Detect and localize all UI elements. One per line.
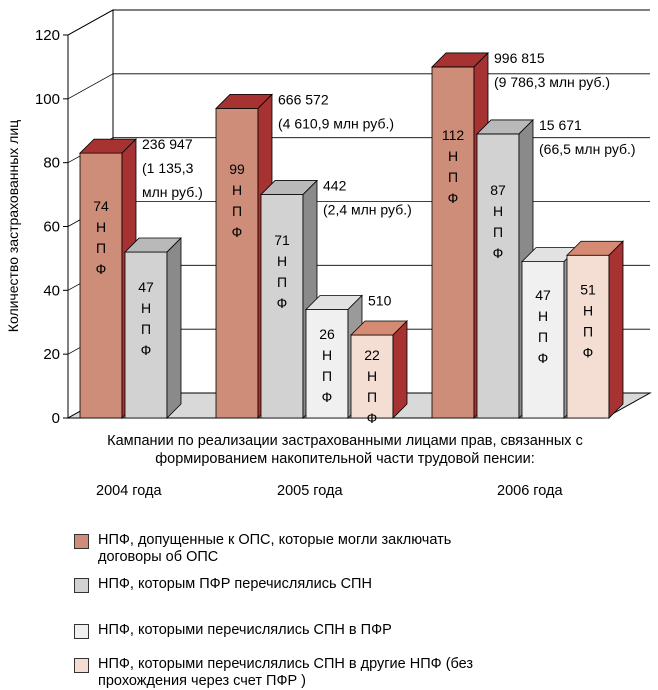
bar-side bbox=[166, 237, 182, 419]
bar-inner-label: Ф bbox=[583, 345, 594, 361]
bar-inner-label: Н bbox=[538, 308, 548, 324]
bar-inner-label: Ф bbox=[448, 190, 459, 206]
group-label-2004: 2004 года bbox=[96, 483, 162, 499]
bar-annotation: 15 671 bbox=[539, 117, 582, 133]
y-tick-label: 120 bbox=[35, 27, 60, 44]
bar-inner-label: 47 bbox=[535, 287, 551, 303]
bar-side bbox=[392, 320, 408, 419]
bar-inner-label: Н bbox=[448, 148, 458, 164]
bar-inner-label: 74 bbox=[93, 198, 109, 214]
legend-swatch-received bbox=[74, 578, 89, 593]
bar-annotation: (2,4 млн руб.) bbox=[323, 202, 412, 218]
bar-inner-label: Ф bbox=[232, 224, 243, 240]
bar-inner-label: Н bbox=[232, 182, 242, 198]
bar-inner-label: Ф bbox=[141, 342, 152, 358]
bar-inner-label: П bbox=[232, 203, 242, 219]
bar-inner-label: 112 bbox=[442, 127, 465, 143]
y-tick-label: 20 bbox=[43, 346, 60, 363]
bar-inner-label: П bbox=[277, 274, 287, 290]
bar-inner-label: Н bbox=[322, 347, 332, 363]
bar-inner-label: 99 bbox=[229, 161, 245, 177]
bar-annotation: (4 610,9 млн руб.) bbox=[278, 115, 394, 131]
gridline-slant bbox=[67, 73, 114, 100]
bar-inner-label: 87 bbox=[490, 182, 506, 198]
bar-annotation: (66,5 млн руб.) bbox=[539, 141, 636, 157]
bar-inner-label: Ф bbox=[493, 245, 504, 261]
bar-inner-label: П bbox=[493, 224, 503, 240]
bar bbox=[260, 194, 304, 419]
legend-swatch-admitted bbox=[74, 534, 89, 549]
bar-inner-label: 51 bbox=[580, 282, 596, 298]
bar-annotation: 996 815 bbox=[494, 50, 545, 66]
bar-inner-label: Н bbox=[583, 303, 593, 319]
bar bbox=[215, 108, 259, 419]
bar-inner-label: Ф bbox=[538, 350, 549, 366]
bar-inner-label: П bbox=[538, 329, 548, 345]
y-axis-label: Количество застрахованных лиц bbox=[5, 120, 21, 332]
y-tick-label: 100 bbox=[35, 91, 60, 108]
legend-label-admitted: НПФ, допущенные к ОПС, которые могли зак… bbox=[98, 532, 452, 565]
y-tick-label: 40 bbox=[43, 282, 60, 299]
bar-inner-label: П bbox=[322, 368, 332, 384]
bar-annotation: 666 572 bbox=[278, 91, 329, 107]
bar-side bbox=[608, 240, 624, 419]
bar bbox=[431, 66, 475, 419]
bar-annotation: (1 135,3 bbox=[142, 160, 194, 176]
group-label-2006: 2006 года bbox=[497, 483, 563, 499]
bar-annotation: млн руб.) bbox=[142, 184, 203, 200]
bar-inner-label: Ф bbox=[322, 389, 333, 405]
bar-inner-label: Ф bbox=[277, 295, 288, 311]
chart: 0 20 40 60 80 100 120 Количество застрахованных… bbox=[5, 9, 652, 427]
bar bbox=[124, 251, 168, 419]
legend-swatch-to-pfr bbox=[74, 624, 89, 639]
y-tick-label: 60 bbox=[43, 219, 60, 236]
group-label-2005: 2005 года bbox=[277, 483, 343, 499]
bar bbox=[79, 152, 123, 419]
bar bbox=[521, 261, 565, 419]
bar-inner-label: П bbox=[367, 389, 377, 405]
bar-inner-label: 26 bbox=[319, 326, 335, 342]
bar-inner-label: Н bbox=[277, 253, 287, 269]
bar-inner-label: Н bbox=[493, 203, 503, 219]
bar-inner-label: 47 bbox=[138, 279, 154, 295]
bar-inner-label: Ф bbox=[367, 410, 378, 426]
bar-inner-label: Ф bbox=[96, 261, 107, 277]
gridline-slant bbox=[67, 9, 114, 36]
bar-inner-label: 71 bbox=[274, 232, 290, 248]
x-axis-caption: Кампании по реализации застрахованными л… bbox=[107, 433, 583, 467]
bar-inner-label: Н bbox=[141, 300, 151, 316]
legend-swatch-to-npf bbox=[74, 658, 89, 673]
bar-inner-label: П bbox=[141, 321, 151, 337]
y-tick-label: 0 bbox=[52, 410, 60, 427]
bar-annotation: 442 bbox=[323, 178, 347, 194]
bar-inner-label: Н bbox=[96, 219, 106, 235]
bar-inner-label: П bbox=[96, 240, 106, 256]
bar-annotation: 510 bbox=[368, 292, 392, 308]
legend-label-to-npf: НПФ, которыми перечислялись СПН в другие… bbox=[98, 656, 474, 689]
bar-annotation: 236 947 bbox=[142, 136, 193, 152]
bar-inner-label: П bbox=[583, 324, 593, 340]
bar-inner-label: Н bbox=[367, 368, 377, 384]
y-tick-label: 80 bbox=[43, 155, 60, 172]
bar-annotation: (9 786,3 млн руб.) bbox=[494, 74, 610, 90]
bar-inner-label: П bbox=[448, 169, 458, 185]
legend-label-received: НПФ, которым ПФР перечислялись СПН bbox=[98, 576, 372, 592]
legend-label-to-pfr: НПФ, которыми перечислялись СПН в ПФР bbox=[98, 622, 392, 638]
bar bbox=[566, 254, 610, 419]
bar bbox=[476, 133, 520, 419]
bar bbox=[305, 309, 349, 419]
bar-inner-label: 22 bbox=[364, 347, 380, 363]
bar bbox=[350, 334, 394, 419]
